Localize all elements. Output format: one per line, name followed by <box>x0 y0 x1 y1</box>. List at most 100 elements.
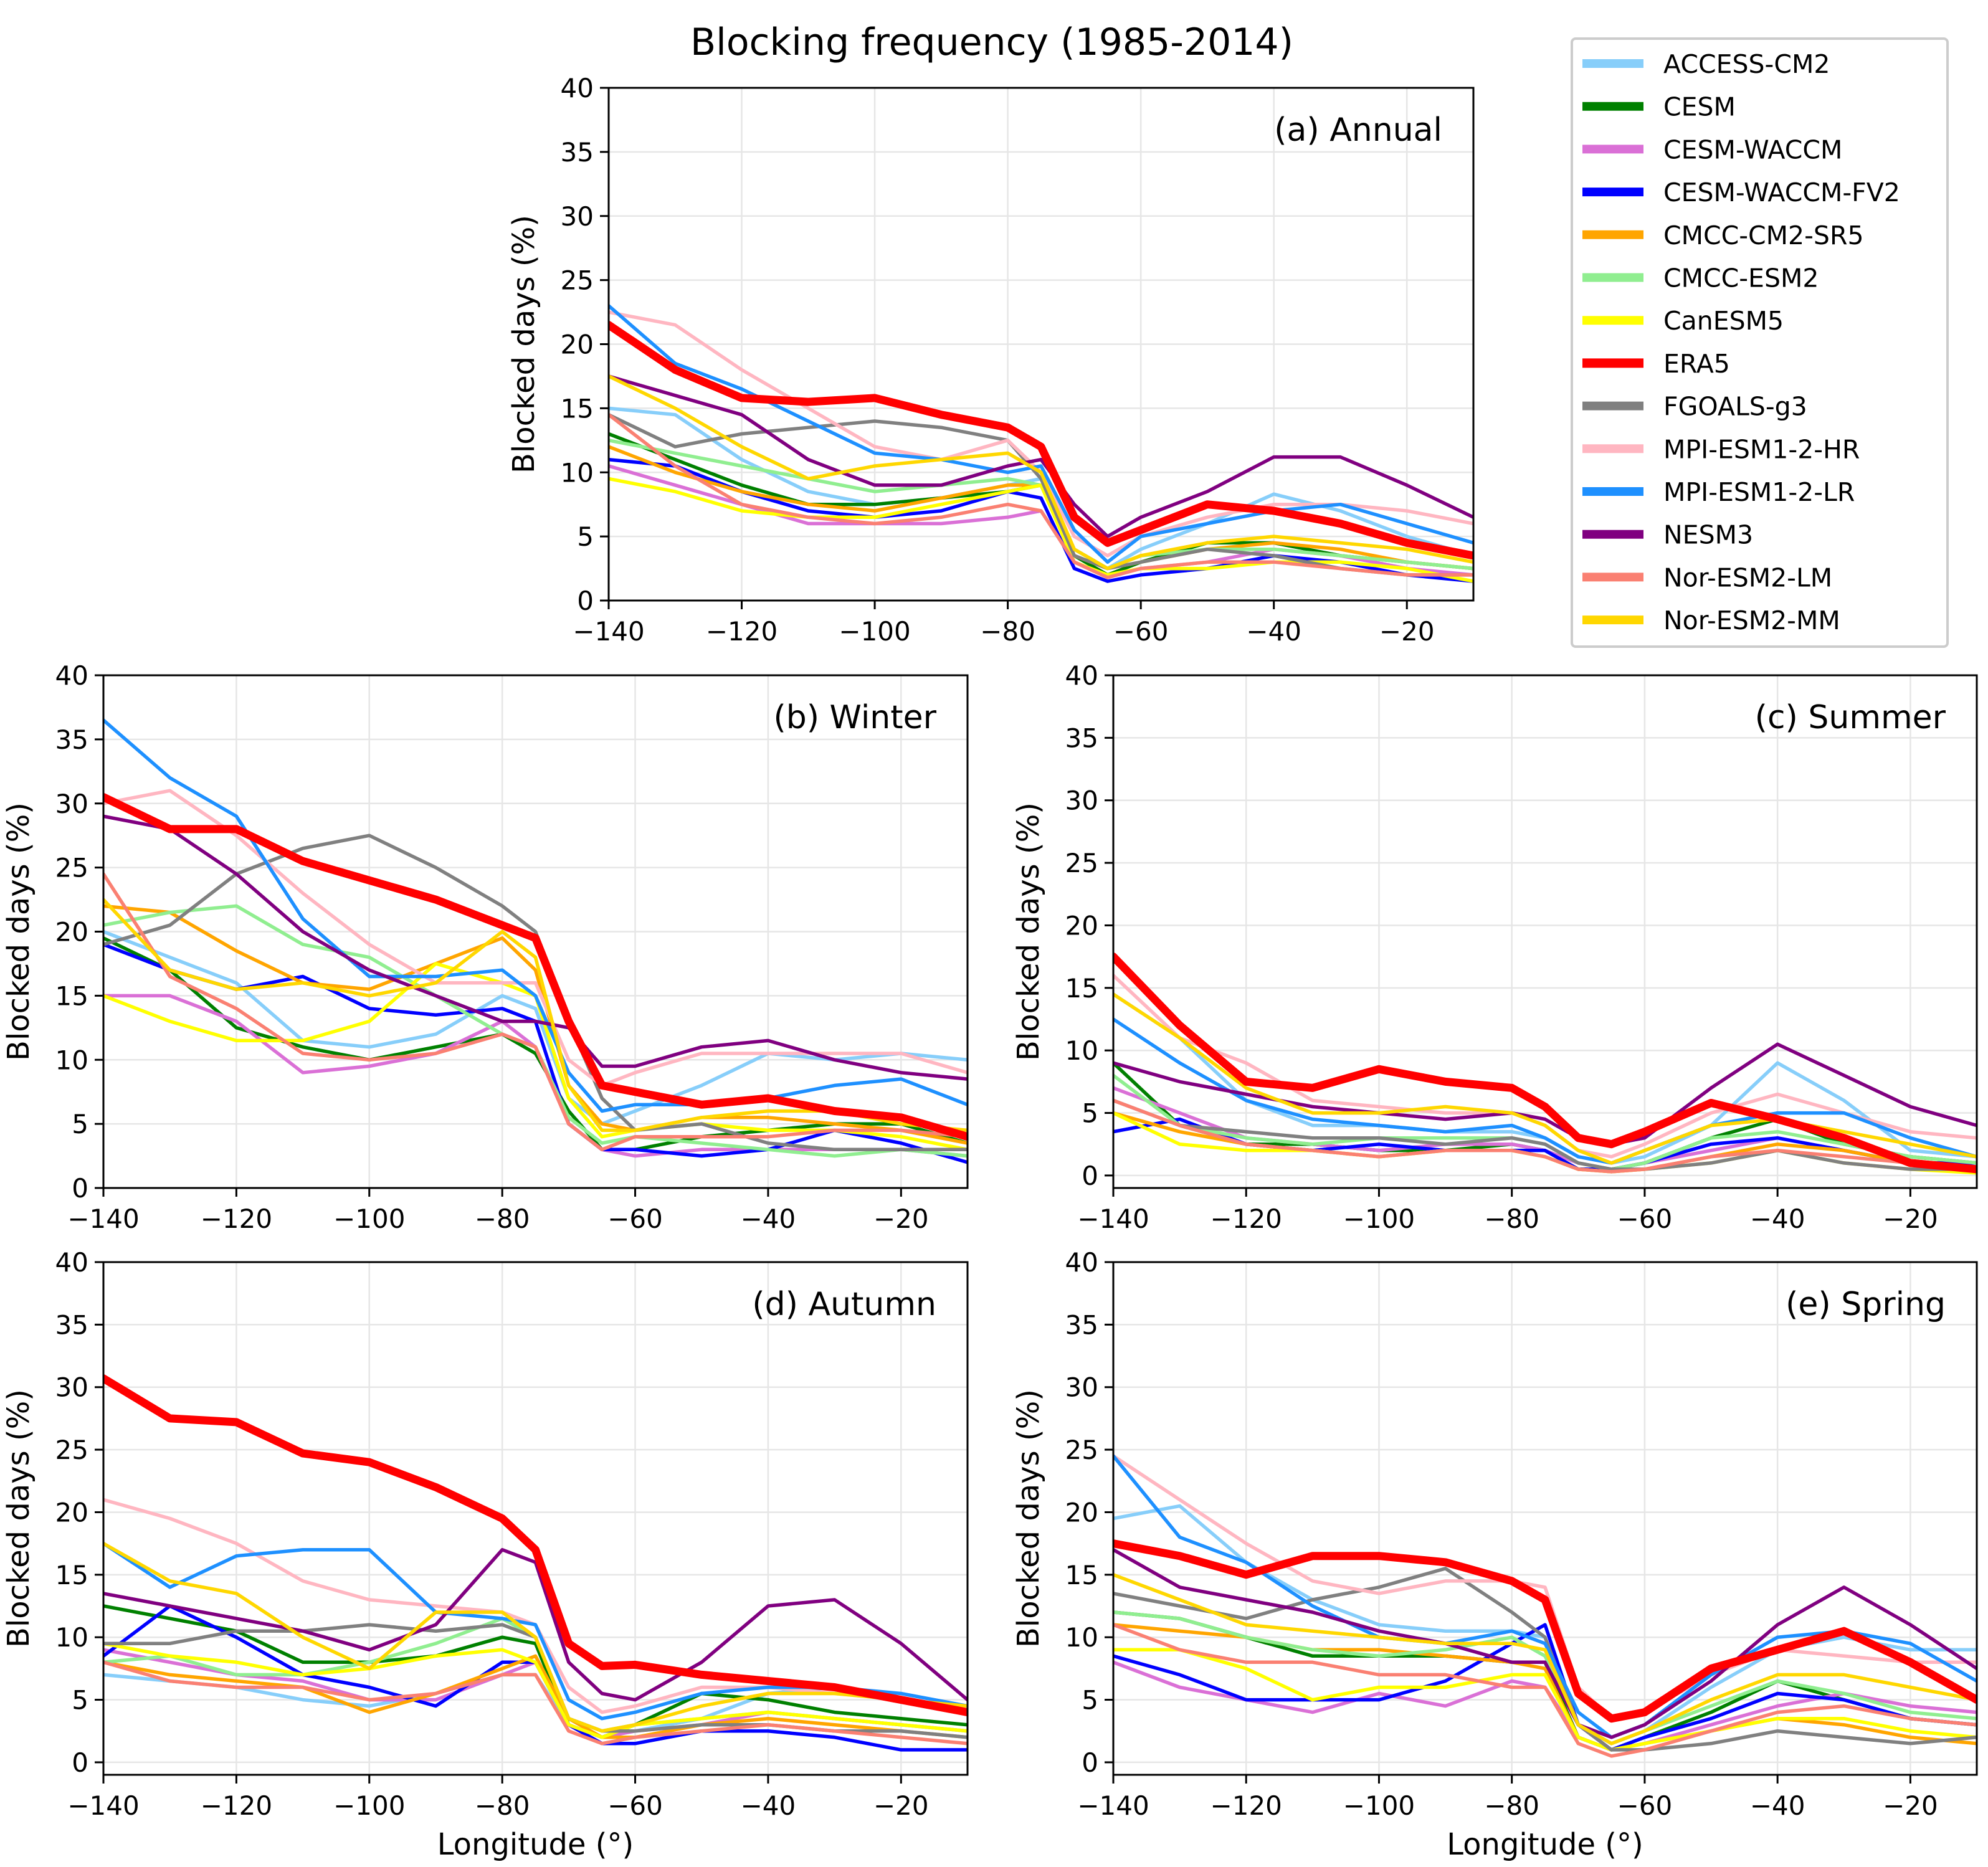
series-line-nesm3 <box>1113 1547 1977 1739</box>
x-tick-label: −100 <box>333 1790 405 1821</box>
series-line-fgoals-g3 <box>609 412 1473 577</box>
y-tick-label: 40 <box>55 1247 88 1278</box>
series-line-nor-esm2-mm <box>1113 1573 1977 1746</box>
series-line-mpi-esm1-2-hr <box>609 310 1473 558</box>
series-line-access-cm2 <box>103 929 968 1126</box>
x-tick-label: −40 <box>1246 616 1301 647</box>
series-line-cmcc-cm2-sr5 <box>103 1654 968 1739</box>
y-tick-label: 25 <box>55 853 88 883</box>
y-tick-label: 30 <box>561 201 594 232</box>
y-tick-label: 30 <box>1065 1372 1098 1403</box>
y-tick-label: 30 <box>55 1372 88 1403</box>
series-line-mpi-esm1-2-lr <box>103 718 968 1113</box>
legend-label: FGOALS-g3 <box>1663 392 1807 422</box>
legend-label: CMCC-ESM2 <box>1663 264 1819 293</box>
panel-title: (b) Winter <box>773 699 936 736</box>
y-tick-label: 35 <box>55 724 88 755</box>
x-tick-label: −60 <box>607 1790 663 1821</box>
series-line-fgoals-g3 <box>103 834 968 1152</box>
series-line-fgoals-g3 <box>1113 1098 1977 1171</box>
legend-label: Nor-ESM2-LM <box>1663 563 1832 592</box>
legend-label: MPI-ESM1-2-LR <box>1663 477 1855 507</box>
series-line-nor-esm2-lm <box>1113 1098 1977 1174</box>
series-line-era5 <box>1113 1539 1977 1723</box>
y-tick-label: 25 <box>561 265 594 296</box>
y-tick-label: 40 <box>1065 1247 1098 1278</box>
series-line-mpi-esm1-2-hr <box>1113 974 1977 1159</box>
x-tick-label: −120 <box>706 616 778 647</box>
y-tick-label: 5 <box>72 1109 88 1139</box>
legend-label: NESM3 <box>1663 520 1753 550</box>
y-tick-label: 35 <box>55 1309 88 1340</box>
y-tick-label: 0 <box>72 1747 88 1778</box>
series-line-cesm-waccm-fv2 <box>609 457 1473 583</box>
series-line-nor-esm2-mm <box>103 898 968 1133</box>
legend-label: ACCESS-CM2 <box>1663 49 1830 79</box>
x-tick-label: −120 <box>1210 1204 1282 1234</box>
series-line-nor-esm2-lm <box>609 412 1473 579</box>
y-tick-label: 5 <box>1082 1098 1098 1129</box>
x-tick-label: −60 <box>607 1204 663 1234</box>
x-tick-label: −120 <box>1210 1790 1282 1821</box>
series-line-nor-esm2-lm <box>1113 1623 1977 1758</box>
x-tick-label: −60 <box>1617 1204 1673 1234</box>
x-tick-label: −40 <box>1750 1790 1805 1821</box>
panel-autumn: −140 −120 −100 −80 −60 −40 −20 0 5 10 15 20 25 30 35 40… <box>1 1247 969 1862</box>
panel-winter: −140 −120 −100 −80 −60 −40 −20 0 5 10 15 20 25 30 35 40… <box>1 660 969 1234</box>
series-line-nor-esm2-lm <box>103 1660 968 1746</box>
y-tick-label: 30 <box>1065 786 1098 816</box>
x-tick-label: −20 <box>1883 1790 1938 1821</box>
legend-label: Nor-ESM2-MM <box>1663 606 1840 635</box>
x-tick-label: −140 <box>1077 1790 1149 1821</box>
panel-title: (c) Summer <box>1755 699 1946 736</box>
series-line-canesm5 <box>1113 1648 1977 1752</box>
x-tick-label: −100 <box>839 616 910 647</box>
y-axis-label: Blocked days (%) <box>1011 802 1046 1061</box>
series-line-canesm5 <box>609 477 1473 583</box>
series-line-nesm3 <box>1113 1042 1977 1146</box>
series-line-era5 <box>1113 953 1977 1174</box>
series-line-mpi-esm1-2-lr <box>1113 1454 1977 1739</box>
x-tick-label: −40 <box>1750 1204 1805 1234</box>
y-axis-label: Blocked days (%) <box>1 1389 36 1648</box>
y-tick-label: 15 <box>55 1560 88 1590</box>
x-tick-label: −140 <box>1077 1204 1149 1234</box>
x-tick-label: −80 <box>475 1790 530 1821</box>
y-axis-label: Blocked days (%) <box>507 215 541 473</box>
y-tick-label: 35 <box>561 137 594 168</box>
y-tick-label: 15 <box>1065 973 1098 1004</box>
x-tick-label: −80 <box>1484 1790 1539 1821</box>
y-tick-label: 15 <box>55 981 88 1011</box>
y-tick-label: 40 <box>561 73 594 103</box>
figure-title: Blocking frequency (1985-2014) <box>690 21 1293 64</box>
series-line-era5 <box>609 321 1473 560</box>
x-tick-label: −80 <box>1484 1204 1539 1234</box>
series-line-nor-esm2-mm <box>103 1541 968 1733</box>
x-tick-label: −100 <box>1343 1204 1415 1234</box>
y-tick-label: 20 <box>55 1497 88 1527</box>
y-tick-label: 25 <box>1065 1435 1098 1465</box>
y-tick-label: 15 <box>1065 1560 1098 1590</box>
y-tick-label: 40 <box>1065 660 1098 691</box>
series-line-canesm5 <box>103 962 968 1152</box>
x-tick-label: −60 <box>1113 616 1169 647</box>
x-axis-label: Longitude (°) <box>437 1827 634 1862</box>
x-tick-label: −80 <box>980 616 1035 647</box>
legend-label: MPI-ESM1-2-HR <box>1663 434 1860 464</box>
series-line-mpi-esm1-2-hr <box>103 1498 968 1714</box>
y-tick-label: 30 <box>55 789 88 819</box>
y-tick-label: 20 <box>55 917 88 948</box>
legend-label: CESM <box>1663 92 1736 122</box>
x-tick-label: −20 <box>1883 1204 1938 1234</box>
series-line-nor-esm2-lm <box>103 872 968 1152</box>
y-tick-label: 20 <box>1065 1497 1098 1527</box>
x-tick-label: −20 <box>1379 616 1435 647</box>
x-tick-label: −120 <box>201 1790 272 1821</box>
y-tick-label: 0 <box>577 586 594 616</box>
y-tick-label: 25 <box>55 1435 88 1465</box>
y-tick-label: 5 <box>72 1685 88 1716</box>
y-tick-label: 10 <box>55 1622 88 1653</box>
axes-frame <box>102 1261 969 1776</box>
x-tick-label: −140 <box>67 1204 139 1234</box>
series-line-cesm-waccm-fv2 <box>103 943 968 1164</box>
